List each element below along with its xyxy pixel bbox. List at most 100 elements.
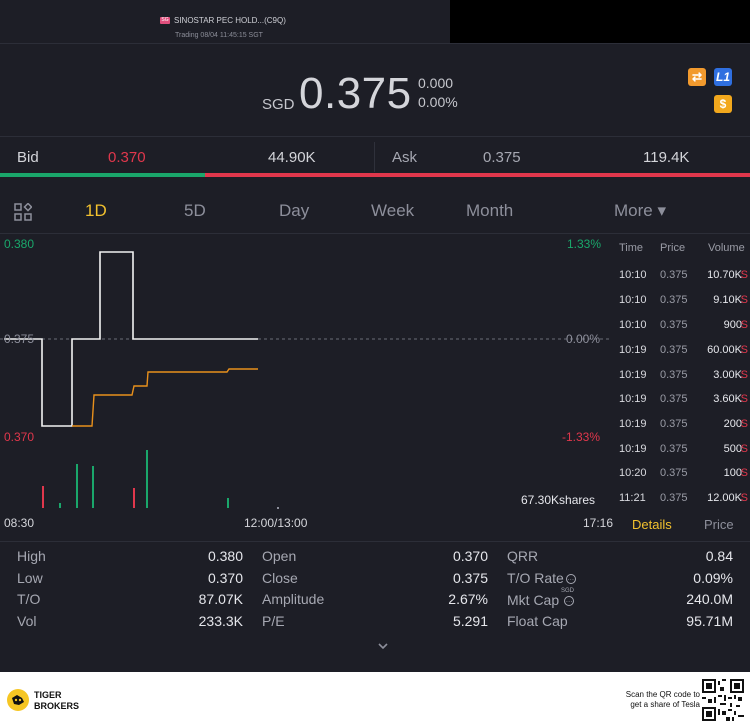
stat-pe-value: 5.291 <box>452 613 488 629</box>
stat-close-value: 0.375 <box>452 570 488 586</box>
ask-ratio-bar <box>205 173 750 177</box>
avg-price-line <box>72 368 258 427</box>
trade-row: 10:19 0.375 3.60K S <box>619 393 748 405</box>
tab-month[interactable]: Month <box>466 201 514 220</box>
stat-to-label: T/O <box>17 591 41 607</box>
header: SG SINOSTAR PEC HOLD...(C9Q) Trading 08/… <box>0 0 750 44</box>
stat-open-label: Open <box>262 548 297 564</box>
stat-vol-label: Vol <box>17 613 37 629</box>
stats-panel: High 0.380 Low 0.370 T/O 87.07K Vol 233.… <box>0 541 750 668</box>
bid-label: Bid <box>17 149 39 166</box>
volume-bar <box>92 466 94 508</box>
pct-label-high: 1.33% <box>567 237 602 251</box>
y-label-high: 0.380 <box>4 237 35 251</box>
volume-bar <box>277 507 279 509</box>
stat-high-value: 0.380 <box>207 548 243 564</box>
ask-price: 0.375 <box>483 149 521 166</box>
stat-vol-value: 233.3K <box>198 613 243 629</box>
expand-chevron-icon[interactable] <box>377 640 389 652</box>
tab-week[interactable]: Week <box>371 201 415 220</box>
tab-day[interactable]: Day <box>279 201 310 220</box>
stat-floatcap-label: Float Cap <box>507 613 568 629</box>
tab-details[interactable]: Details <box>632 517 672 532</box>
dollar-icon[interactable]: $ <box>714 95 732 113</box>
bid-ratio-bar <box>0 173 205 177</box>
price-line <box>4 251 258 427</box>
trading-status: Trading 08/04 11:45:15 SGT <box>175 32 263 39</box>
time-end-label: 17:16 <box>583 516 614 530</box>
stat-open-value: 0.370 <box>452 548 488 564</box>
qr-caption: Scan the QR code to get a share of Tesla <box>625 690 700 709</box>
price-change-pct: 0.00% <box>418 94 458 110</box>
layout-grid-icon[interactable] <box>14 203 32 221</box>
trade-row: 11:21 0.375 12.00K S <box>619 492 748 504</box>
pct-label-low: -1.33% <box>562 430 601 444</box>
level1-icon[interactable]: L1 <box>714 68 732 86</box>
y-label-mid: 0.375 <box>4 332 35 346</box>
stock-title[interactable]: SG SINOSTAR PEC HOLD...(C9Q) <box>160 16 286 25</box>
stat-close-label: Close <box>262 570 298 586</box>
mktcap-currency-sup: SGD <box>561 588 575 594</box>
stat-high-label: High <box>17 548 46 564</box>
tab-1d[interactable]: 1D <box>85 201 107 220</box>
trades-header-time: Time <box>619 242 644 254</box>
stat-torate-value: 0.09% <box>693 570 733 586</box>
trade-row: 10:19 0.375 3.00K S <box>619 369 748 381</box>
ask-size: 119.4K <box>643 149 690 166</box>
qr-code-icon[interactable] <box>702 679 744 721</box>
trades-header-volume: Volume <box>708 242 745 254</box>
stat-torate-label: T/O Rate… <box>507 570 576 586</box>
trade-row: 10:19 0.375 60.00K S <box>619 344 748 356</box>
stock-name: SINOSTAR PEC HOLD...(C9Q) <box>174 16 286 25</box>
stat-amplitude-value: 2.67% <box>448 591 488 607</box>
chart-svg <box>0 251 610 509</box>
stat-amplitude-label: Amplitude <box>262 591 325 607</box>
last-price: 0.375 <box>299 69 412 118</box>
pct-label-mid: 0.00% <box>566 332 601 346</box>
trade-row: 10:10 0.375 9.10K S <box>619 294 748 306</box>
market-badge: SG <box>160 17 170 24</box>
tab-5d[interactable]: 5D <box>184 201 206 220</box>
stat-floatcap-value: 95.71M <box>686 613 733 629</box>
stat-qrr-value: 0.84 <box>705 548 733 564</box>
trade-row: 10:20 0.375 100 S <box>619 467 748 479</box>
volume-bar <box>133 488 135 508</box>
info-icon[interactable]: … <box>564 596 575 607</box>
tiger-logo-icon <box>7 689 29 711</box>
volume-bar <box>227 498 229 508</box>
trade-row: 10:19 0.375 500 S <box>619 443 748 455</box>
bid-size: 44.90K <box>268 149 316 166</box>
stat-qrr-label: QRR <box>507 548 539 564</box>
volume-bar <box>76 464 78 508</box>
brand-name: TIGER BROKERS <box>34 690 80 711</box>
time-and-sales[interactable]: Time Price Volume 10:10 0.375 10.70K S 10:1… <box>616 235 750 541</box>
info-icon[interactable]: … <box>565 574 576 585</box>
chart-tabs: 1D 5D Day Week Month More ▾ <box>0 186 750 234</box>
bid-ask-divider <box>374 142 375 172</box>
stat-to-value: 87.07K <box>198 591 243 607</box>
y-label-low: 0.370 <box>4 430 35 444</box>
intraday-chart[interactable]: 0.380 0.375 0.370 1.33% 0.00% -1.33% 67.… <box>0 235 616 541</box>
trade-row: 10:19 0.375 200 S <box>619 418 748 430</box>
trade-row: 10:10 0.375 900 S <box>619 319 748 331</box>
trades-header-price: Price <box>660 242 686 254</box>
stat-low-value: 0.370 <box>207 570 243 586</box>
promo-footer: TIGER BROKERS Scan the QR code to get a … <box>0 672 750 727</box>
volume-bar <box>42 486 44 508</box>
volume-bar <box>59 503 61 508</box>
bid-price: 0.370 <box>108 149 146 166</box>
stat-pe-label: P/E <box>262 613 285 629</box>
tab-more[interactable]: More ▾ <box>614 201 666 220</box>
trade-row: 10:10 0.375 10.70K S <box>619 269 748 281</box>
price-change: 0.000 <box>418 75 454 91</box>
swap-icon[interactable]: ⇄ <box>688 68 706 86</box>
volume-total-label: 67.30Kshares <box>521 493 596 507</box>
bid-ask-bar: Bid 0.370 44.90K Ask 0.375 119.4K <box>0 138 750 175</box>
time-start-label: 08:30 <box>4 516 35 530</box>
currency-label: SGD <box>262 96 295 113</box>
redacted-area <box>450 0 750 43</box>
tab-price[interactable]: Price <box>704 517 734 532</box>
stat-low-label: Low <box>17 570 43 586</box>
volume-bars <box>42 450 279 509</box>
stat-mktcap-label: Mkt Cap… <box>507 592 575 608</box>
